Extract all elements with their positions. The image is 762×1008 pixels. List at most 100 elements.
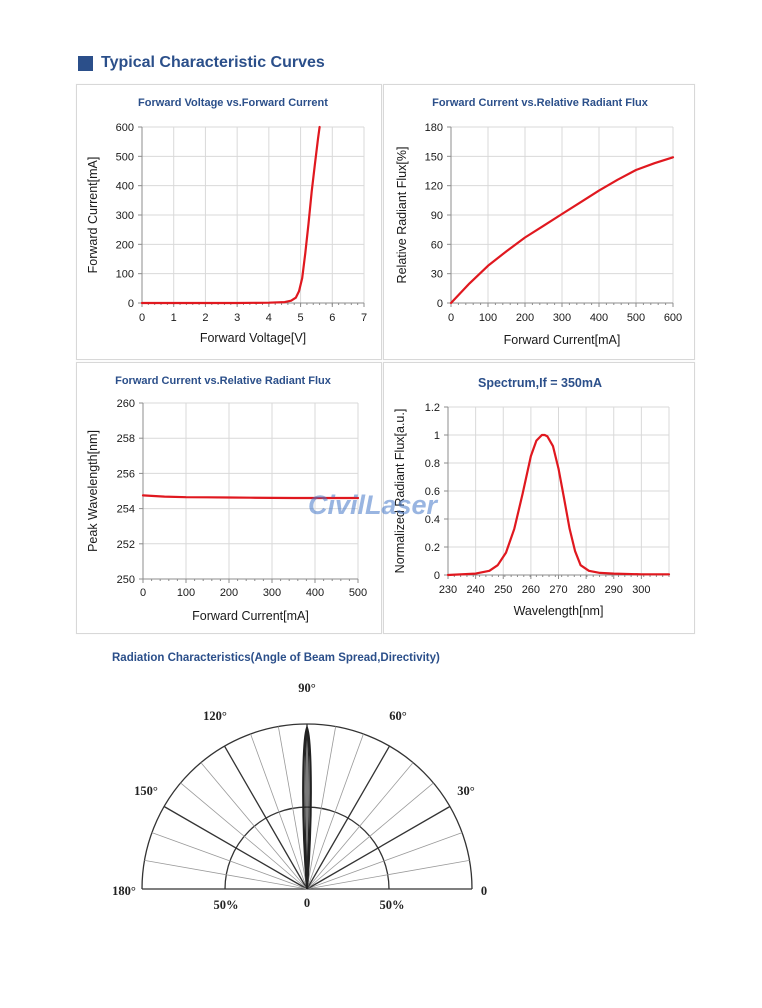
polar-minor-spoke: [306, 782, 434, 890]
chart-panel-wavelength: Forward Current vs.Relative Radiant Flux…: [76, 362, 382, 634]
x-tick-label: 5: [298, 312, 304, 324]
chart-wavelength: Forward Current vs.Relative Radiant Flux…: [86, 375, 367, 623]
y-tick-label: 250: [117, 574, 135, 586]
polar-major-spoke: [306, 805, 451, 890]
polar-minor-spoke: [151, 832, 308, 890]
x-axis-label: Forward Voltage[V]: [200, 331, 306, 345]
series-line: [449, 156, 675, 305]
x-tick-label: 250: [494, 584, 512, 596]
polar-major-spoke: [163, 805, 308, 890]
chart-iv: Forward Voltage vs.Forward Current010020…: [86, 97, 367, 345]
y-tick-label: 90: [431, 210, 443, 222]
y-tick-label: 400: [116, 181, 134, 193]
series-line: [140, 125, 321, 305]
polar-minor-spoke: [306, 726, 337, 890]
x-tick-label: 300: [553, 312, 571, 324]
y-tick-label: 0: [434, 570, 440, 582]
y-tick-label: 1: [434, 430, 440, 442]
y-tick-label: 30: [431, 269, 443, 281]
y-tick-label: 0: [437, 298, 443, 310]
x-tick-label: 300: [263, 587, 281, 599]
x-tick-label: 500: [349, 587, 367, 599]
x-tick-label: 1: [171, 312, 177, 324]
y-tick-label: 0.2: [425, 542, 440, 554]
polar-minor-spoke: [200, 762, 308, 890]
x-axis-label: Wavelength[nm]: [514, 604, 604, 618]
y-tick-label: 200: [116, 239, 134, 251]
polar-angle-label: 90°: [298, 681, 316, 695]
y-tick-label: 600: [116, 122, 134, 134]
watermark: CivilLaser: [308, 490, 438, 520]
polar-angle-label: 30°: [457, 784, 475, 798]
y-axis-label: Relative Radiant Flux[%]: [395, 147, 409, 284]
x-tick-label: 200: [516, 312, 534, 324]
polar-minor-spoke: [277, 726, 308, 890]
polar-minor-spoke: [144, 859, 308, 890]
x-tick-label: 600: [664, 312, 682, 324]
section-header: Typical Characteristic Curves: [78, 52, 325, 74]
y-axis-label: Peak Wavelength[nm]: [86, 430, 100, 552]
chart-title: Forward Current vs.Relative Radiant Flux: [115, 375, 332, 387]
chart-title: Forward Voltage vs.Forward Current: [138, 97, 328, 109]
polar-minor-spoke: [180, 782, 308, 890]
x-tick-label: 4: [266, 312, 272, 324]
polar-angle-label: 150°: [134, 784, 158, 798]
y-tick-label: 180: [425, 122, 443, 134]
x-tick-label: 290: [605, 584, 623, 596]
polar-minor-spoke: [306, 733, 364, 890]
x-axis-label: Forward Current[mA]: [192, 609, 309, 623]
y-tick-label: 0: [128, 298, 134, 310]
x-tick-label: 6: [329, 312, 335, 324]
radiation-title: Radiation Characteristics(Angle of Beam …: [112, 652, 440, 664]
section-title: Typical Characteristic Curves: [101, 54, 325, 71]
y-tick-label: 0.6: [425, 486, 440, 498]
polar-minor-spoke: [306, 762, 414, 890]
beam-lobe: [302, 724, 312, 890]
x-tick-label: 280: [577, 584, 595, 596]
chart-panel-flux: Forward Current vs.Relative Radiant Flux…: [383, 84, 695, 360]
x-tick-label: 200: [220, 587, 238, 599]
x-tick-label: 240: [466, 584, 484, 596]
x-tick-label: 100: [479, 312, 497, 324]
polar-angle-label: 0: [481, 884, 487, 898]
chart-spectrum: Spectrum,If = 350mA 0 0.2 0.4 0.6 0.8 1 1.2 230 2…: [393, 376, 671, 618]
x-tick-label: 0: [448, 312, 454, 324]
polar-major-spoke: [223, 745, 308, 890]
y-tick-label: 150: [425, 151, 443, 163]
y-tick-label: 252: [117, 539, 135, 551]
x-axis-label: Forward Current[mA]: [504, 333, 621, 347]
y-tick-label: 0.8: [425, 458, 440, 470]
polar-minor-spoke: [306, 832, 463, 890]
x-tick-label: 300: [632, 584, 650, 596]
x-tick-label: 230: [439, 584, 457, 596]
x-tick-label: 3: [234, 312, 240, 324]
chart-title: Forward Current vs.Relative Radiant Flux: [432, 97, 649, 109]
polar-angle-label: 60°: [389, 709, 407, 723]
y-tick-label: 0.4: [425, 514, 440, 526]
beam-lobe-inner: [304, 729, 310, 890]
series-line: [446, 433, 671, 577]
section-square-icon: [78, 55, 93, 71]
polar-minor-spoke: [306, 859, 470, 890]
y-tick-label: 100: [116, 269, 134, 281]
polar-radius-label: 50%: [214, 898, 239, 912]
chart-panel-spectrum: Spectrum,If = 350mA 0 0.2 0.4 0.6 0.8 1 1.2 230 2…: [383, 362, 695, 634]
polar-angle-label: 180°: [112, 884, 136, 898]
y-tick-label: 120: [425, 181, 443, 193]
x-tick-label: 500: [627, 312, 645, 324]
x-tick-label: 260: [522, 584, 540, 596]
polar-major-spoke: [306, 745, 391, 890]
polar-radius-label: 50%: [380, 898, 405, 912]
y-tick-label: 500: [116, 151, 134, 163]
x-tick-label: 0: [139, 312, 145, 324]
series-line: [141, 494, 360, 500]
x-tick-label: 2: [202, 312, 208, 324]
y-axis-label: Normalized Radiant Flux[a.u.]: [393, 409, 407, 574]
y-axis-label: Forward Current[mA]: [86, 157, 100, 274]
y-tick-label: 60: [431, 239, 443, 251]
y-tick-label: 1.2: [425, 402, 440, 414]
y-tick-label: 300: [116, 210, 134, 222]
x-tick-label: 7: [361, 312, 367, 324]
y-tick-label: 254: [117, 504, 135, 516]
